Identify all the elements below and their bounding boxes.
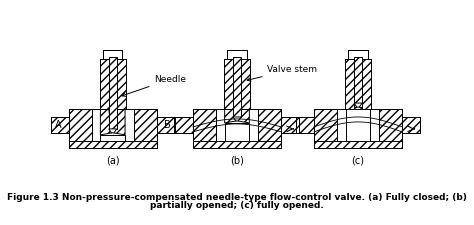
Polygon shape xyxy=(354,103,362,107)
Bar xyxy=(100,135,125,141)
Bar xyxy=(314,109,337,141)
Bar xyxy=(345,59,354,109)
Bar xyxy=(175,117,193,133)
Text: A: A xyxy=(55,120,62,130)
Bar xyxy=(193,109,216,141)
Bar xyxy=(362,59,371,109)
Bar xyxy=(296,117,314,133)
Bar xyxy=(109,57,117,129)
Bar xyxy=(233,57,241,117)
Bar xyxy=(193,141,281,148)
Bar xyxy=(281,117,299,133)
Bar xyxy=(225,123,249,141)
Polygon shape xyxy=(225,109,236,123)
Polygon shape xyxy=(100,109,112,135)
Text: Valve stem: Valve stem xyxy=(247,65,318,81)
Bar xyxy=(228,50,246,59)
Bar xyxy=(346,109,371,141)
Bar xyxy=(224,59,233,109)
Bar xyxy=(241,59,250,109)
Bar xyxy=(354,57,362,103)
Text: B: B xyxy=(164,120,171,130)
Polygon shape xyxy=(233,117,241,121)
Bar xyxy=(117,59,126,109)
Text: Figure 1.3 Non-pressure-compensated needle-type flow-control valve. (a) Fully cl: Figure 1.3 Non-pressure-compensated need… xyxy=(7,194,467,202)
Bar xyxy=(69,109,91,141)
Bar xyxy=(51,117,69,133)
Text: (c): (c) xyxy=(352,156,365,166)
Bar xyxy=(379,109,402,141)
Bar xyxy=(314,141,402,148)
Text: (b): (b) xyxy=(230,156,244,166)
Bar xyxy=(100,59,109,109)
Polygon shape xyxy=(238,109,249,123)
Bar xyxy=(69,141,157,148)
Bar xyxy=(402,117,420,133)
Bar xyxy=(258,109,281,141)
Text: Needle: Needle xyxy=(122,75,186,96)
Text: partially opened; (c) fully opened.: partially opened; (c) fully opened. xyxy=(150,201,324,210)
Bar xyxy=(134,109,157,141)
Bar xyxy=(103,50,122,59)
Polygon shape xyxy=(346,107,357,109)
Text: (a): (a) xyxy=(106,156,119,166)
Polygon shape xyxy=(109,129,117,133)
Polygon shape xyxy=(113,109,125,135)
Polygon shape xyxy=(359,107,371,109)
Bar xyxy=(157,117,174,133)
Bar xyxy=(348,50,368,59)
